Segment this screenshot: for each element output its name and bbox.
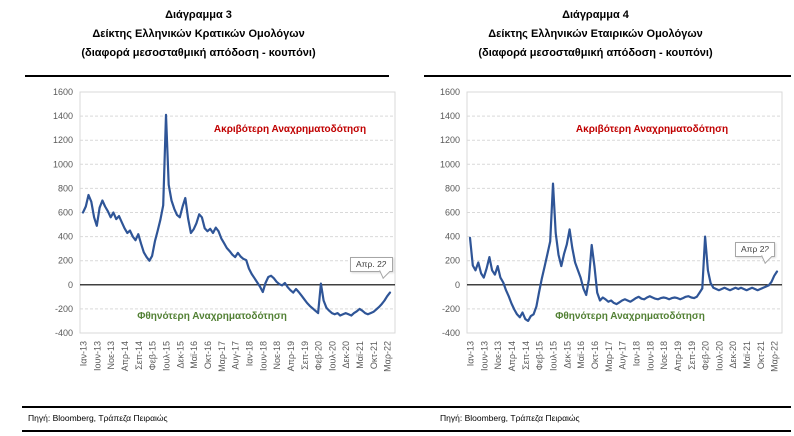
svg-text:Δεκ-15: Δεκ-15: [562, 341, 572, 369]
svg-text:Ιουλ-15: Ιουλ-15: [548, 341, 558, 371]
svg-text:Νοε-13: Νοε-13: [493, 341, 503, 370]
svg-text:Μαρ-22: Μαρ-22: [770, 341, 780, 372]
svg-text:Φεβ-20: Φεβ-20: [701, 341, 711, 370]
svg-text:0: 0: [455, 280, 460, 290]
svg-text:1400: 1400: [53, 111, 73, 121]
source-left: Πηγή: Bloomberg, Τράπεζα Πειραιώς: [28, 413, 168, 423]
chart2-callout-label: Απρ 22: [741, 244, 770, 254]
svg-text:Μαϊ-16: Μαϊ-16: [576, 341, 586, 369]
svg-text:Φεβ-15: Φεβ-15: [148, 341, 158, 370]
svg-text:Οκτ-21: Οκτ-21: [756, 341, 766, 369]
chart1-callout-apr22: Απρ. 22: [350, 257, 393, 279]
svg-text:Σεπ-19: Σεπ-19: [300, 341, 310, 370]
svg-text:0: 0: [68, 280, 73, 290]
svg-text:Σεπ-19: Σεπ-19: [687, 341, 697, 370]
chart1-canvas: 1600 1400 1200 1000 800 600 400 200 0 -200 -400 Ιαν…: [53, 88, 396, 372]
svg-text:-400: -400: [442, 328, 460, 338]
svg-text:Ιουν-13: Ιουν-13: [92, 341, 102, 371]
chart-panel-corporate-bonds: Διάγραμμα 4 Δείκτης Ελληνικών Εταιρικών …: [397, 0, 794, 400]
chart2-subtitle2: (διαφορά μεσοσταθμική απόδοση - κουπόνι): [478, 47, 713, 59]
source-right: Πηγή: Bloomberg, Τράπεζα Πειραιώς: [440, 413, 580, 423]
svg-text:Σεπ-14: Σεπ-14: [521, 341, 531, 370]
svg-text:1000: 1000: [440, 159, 460, 169]
svg-text:1600: 1600: [53, 88, 73, 97]
chart2-title-block: Διάγραμμα 4 Δείκτης Ελληνικών Εταιρικών …: [397, 6, 794, 63]
svg-text:Ιαν-18: Ιαν-18: [631, 341, 641, 366]
svg-text:1000: 1000: [53, 159, 73, 169]
svg-text:Μαϊ-21: Μαϊ-21: [742, 341, 752, 369]
chart1-annotation-expensive: Ακριβότερη Αναχρηματοδότηση: [213, 124, 367, 135]
svg-text:1200: 1200: [440, 135, 460, 145]
svg-text:Οκτ-16: Οκτ-16: [203, 341, 213, 369]
svg-text:Σεπ-14: Σεπ-14: [134, 341, 144, 370]
svg-text:Ιουν-18: Ιουν-18: [258, 341, 268, 371]
svg-text:200: 200: [58, 256, 73, 266]
chart2-annotation-expensive: Ακριβότερη Αναχρηματοδότηση: [575, 124, 729, 135]
svg-text:Απρ-19: Απρ-19: [286, 341, 296, 371]
svg-text:Οκτ-16: Οκτ-16: [590, 341, 600, 369]
svg-text:Ιαν-13: Ιαν-13: [79, 341, 89, 366]
svg-text:400: 400: [445, 232, 460, 242]
chart-panel-government-bonds: Διάγραμμα 3 Δείκτης Ελληνικών Κρατικών Ο…: [0, 0, 397, 400]
svg-text:800: 800: [445, 183, 460, 193]
svg-text:Δεκ-15: Δεκ-15: [175, 341, 185, 369]
svg-text:Νοε-18: Νοε-18: [272, 341, 282, 370]
svg-text:Φεβ-20: Φεβ-20: [314, 341, 324, 370]
chart1-title: Διάγραμμα 3: [165, 9, 232, 21]
svg-text:-400: -400: [55, 328, 73, 338]
svg-text:Απρ-14: Απρ-14: [507, 341, 517, 371]
chart2-title-rule: [424, 75, 791, 77]
svg-text:Απρ-14: Απρ-14: [120, 341, 130, 371]
svg-text:Ιουλ-20: Ιουλ-20: [327, 341, 337, 371]
svg-text:Αυγ-17: Αυγ-17: [618, 341, 628, 369]
svg-text:Μαρ-17: Μαρ-17: [217, 341, 227, 372]
svg-text:Μαρ-22: Μαρ-22: [383, 341, 393, 372]
svg-text:1400: 1400: [440, 111, 460, 121]
svg-text:Ιαν-13: Ιαν-13: [466, 341, 476, 366]
svg-text:Μαϊ-21: Μαϊ-21: [355, 341, 365, 369]
chart1-title-rule: [25, 75, 389, 77]
svg-text:Ιουλ-20: Ιουλ-20: [714, 341, 724, 371]
chart1-callout-label: Απρ. 22: [356, 259, 387, 269]
chart1-title-block: Διάγραμμα 3 Δείκτης Ελληνικών Κρατικών Ο…: [0, 6, 397, 63]
svg-text:Οκτ-21: Οκτ-21: [369, 341, 379, 369]
svg-text:-200: -200: [442, 304, 460, 314]
svg-text:400: 400: [58, 232, 73, 242]
svg-text:200: 200: [445, 256, 460, 266]
svg-text:Μαρ-17: Μαρ-17: [604, 341, 614, 372]
svg-text:1200: 1200: [53, 135, 73, 145]
svg-text:600: 600: [445, 208, 460, 218]
svg-text:Ιαν-18: Ιαν-18: [244, 341, 254, 366]
svg-text:Δεκ-20: Δεκ-20: [728, 341, 738, 369]
chart2-title: Διάγραμμα 4: [562, 9, 629, 21]
svg-text:800: 800: [58, 183, 73, 193]
svg-text:Φεβ-15: Φεβ-15: [535, 341, 545, 370]
svg-text:600: 600: [58, 208, 73, 218]
svg-text:Αυγ-17: Αυγ-17: [231, 341, 241, 369]
svg-text:Δεκ-20: Δεκ-20: [341, 341, 351, 369]
svg-text:Απρ-19: Απρ-19: [673, 341, 683, 371]
chart1-subtitle: Δείκτης Ελληνικών Κρατικών Ομολόγων: [92, 28, 305, 40]
chart2-canvas: 1600 1400 1200 1000 800 600 400 200 0 -200 -400 Ιαν…: [440, 88, 783, 372]
svg-text:Νοε-18: Νοε-18: [659, 341, 669, 370]
svg-text:Νοε-13: Νοε-13: [106, 341, 116, 370]
source-bar: Πηγή: Bloomberg, Τράπεζα Πειραιώς Πηγή: …: [22, 406, 791, 432]
svg-text:1600: 1600: [440, 88, 460, 97]
chart2-subtitle: Δείκτης Ελληνικών Εταιρικών Ομολόγων: [488, 28, 703, 40]
chart1-subtitle2: (διαφορά μεσοσταθμική απόδοση - κουπόνι): [81, 47, 316, 59]
svg-text:Μαϊ-16: Μαϊ-16: [189, 341, 199, 369]
svg-text:Ιουλ-15: Ιουλ-15: [161, 341, 171, 371]
svg-text:-200: -200: [55, 304, 73, 314]
chart2-annotation-cheaper: Φθηνότερη Αναχρηματοδότηση: [555, 311, 705, 322]
svg-text:Ιουν-13: Ιουν-13: [479, 341, 489, 371]
chart2-callout-apr22: Απρ 22: [735, 242, 776, 264]
svg-text:Ιουν-18: Ιουν-18: [645, 341, 655, 371]
chart1-annotation-cheaper: Φθηνότερη Αναχρηματοδότηση: [137, 311, 287, 322]
